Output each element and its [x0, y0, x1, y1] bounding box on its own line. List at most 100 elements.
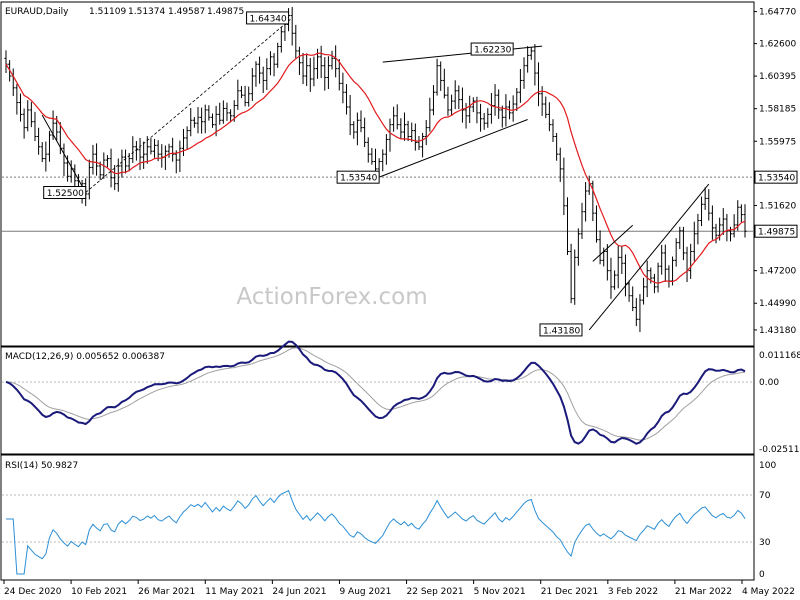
ohlc-bar: [428, 97, 432, 132]
ohlc-bar: [218, 102, 222, 125]
price-tick-label: 1.62600: [759, 40, 796, 50]
ohlc-bar: [207, 105, 211, 121]
ohlc-bar: [515, 88, 519, 112]
rsi-title: RSI(14) 50.9827: [5, 461, 78, 471]
ohlc-bar: [87, 159, 91, 200]
ohlc-bar: [261, 66, 265, 93]
close-value: 1.49875: [207, 7, 244, 17]
ohlc-bar: [424, 119, 428, 146]
ohlc-bar: [460, 87, 465, 123]
price-tick-label: 1.55975: [759, 137, 796, 147]
ohlc-bar: [569, 243, 573, 304]
x-tick-label: 10 Feb 2021: [71, 587, 127, 597]
x-tick-label: 22 Sep 2021: [407, 587, 464, 597]
ohlc-bar: [388, 118, 392, 152]
ohlc-bar: [178, 140, 182, 173]
ohlc-bar: [181, 128, 186, 157]
rsi-tick-100: 100: [759, 461, 776, 471]
x-tick-label: 11 May 2021: [205, 587, 264, 597]
ohlc-bar: [594, 205, 599, 243]
ohlc-bar: [743, 204, 747, 238]
price-axis-tag-text: 1.53540: [758, 174, 795, 184]
ohlc-bar: [348, 94, 352, 136]
ohlc-bar: [196, 107, 200, 134]
ohlc-bar: [185, 126, 189, 150]
ohlc-bar: [565, 197, 570, 255]
ohlc-bar: [239, 86, 244, 99]
ohlc-bar: [167, 143, 171, 158]
ohlc-bar: [149, 138, 153, 155]
ohlc-bar: [399, 118, 403, 140]
ohlc-bar: [15, 84, 19, 115]
ohlc-bar: [442, 68, 446, 99]
ohlc-bar: [359, 110, 363, 133]
price-label-text: 1.43180: [543, 326, 580, 336]
ohlc-bar: [171, 137, 175, 162]
ohlc-bar: [276, 42, 280, 68]
ohlc-bar: [366, 137, 370, 163]
rsi-tick-70: 70: [759, 491, 771, 501]
ohlc-bar: [214, 105, 218, 137]
price-label: 1.53540: [336, 170, 380, 184]
ohlc-bar: [381, 149, 385, 172]
ohlc-bar: [500, 105, 504, 128]
ohlc-bar: [47, 130, 52, 162]
ohlc-bar: [598, 230, 602, 265]
x-tick-label: 9 Aug 2021: [339, 587, 391, 597]
ohlc-bar: [131, 136, 135, 163]
ohlc-bar: [576, 228, 580, 266]
ohlc-bar: [319, 45, 323, 79]
ohlc-bar: [384, 134, 388, 165]
ohlc-bar: [29, 101, 33, 128]
ohlc-bar: [482, 112, 486, 130]
x-tick-label: 24 Jun 2021: [272, 587, 326, 597]
x-tick-label: 3 Feb 2022: [608, 587, 658, 597]
ohlc-bar: [410, 122, 414, 143]
trendline: [382, 45, 543, 63]
ohlc-bar: [573, 249, 577, 305]
symbol-label: EURAUD,Daily: [5, 7, 69, 17]
ohlc-bar: [486, 108, 490, 128]
ohlc-bar: [678, 226, 682, 249]
ohlc-bar: [529, 47, 533, 60]
ohlc-bar: [62, 143, 66, 177]
x-tick-label: 26 Mar 2021: [138, 587, 195, 597]
price-tick-label: 1.60395: [759, 72, 796, 82]
ohlc-bar: [268, 51, 273, 76]
ohlc-bar: [721, 208, 725, 236]
ohlc-bar: [616, 245, 620, 289]
ohlc-bar: [580, 202, 584, 239]
ohlc-bar: [699, 196, 704, 227]
ohlc-bar: [236, 79, 240, 110]
ohlc-bar: [40, 142, 44, 163]
high-value: 1.51374: [128, 7, 165, 17]
ohlc-bar: [431, 85, 436, 116]
ohlc-bar: [33, 111, 37, 142]
ohlc-bar: [504, 94, 508, 127]
rsi-tick-30: 30: [759, 538, 771, 548]
ohlc-bar: [308, 58, 312, 92]
price-label-text: 1.52500: [47, 189, 84, 199]
ohlc-bar: [551, 119, 555, 142]
ohlc-bar: [692, 221, 696, 262]
ohlc-bar: [174, 150, 178, 174]
ohlc-bar: [326, 56, 331, 90]
ohlc-bar: [363, 117, 367, 148]
ohlc-bar: [468, 95, 472, 124]
price-label-text: 1.53540: [340, 174, 377, 184]
ohlc-bar: [247, 86, 251, 107]
ohlc-bar: [392, 106, 396, 132]
ohlc-bar: [297, 46, 302, 75]
ohlc-bar: [660, 244, 664, 275]
ohlc-bar: [203, 104, 207, 134]
macd-tick-min: -0.025117: [759, 445, 800, 455]
price-panel-frame: [0, 1, 755, 347]
ohlc-bar: [645, 260, 649, 298]
ohlc-bar: [192, 117, 196, 128]
ohlc-bar: [558, 147, 562, 182]
ohlc-bar: [22, 108, 26, 139]
trendline: [378, 119, 528, 178]
macd-tick-zero: 0.00: [759, 378, 779, 388]
ohlc-bar: [547, 102, 551, 132]
ohlc-bar: [641, 277, 646, 305]
